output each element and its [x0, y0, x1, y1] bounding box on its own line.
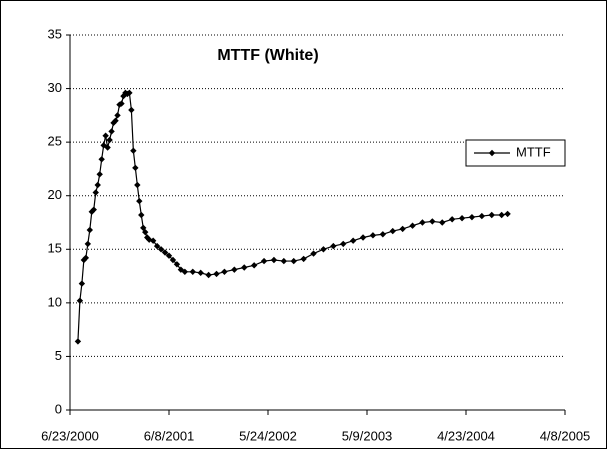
- data-point: [74, 338, 82, 345]
- data-point: [205, 271, 212, 279]
- data-point: [112, 117, 119, 124]
- data-point: [498, 211, 505, 219]
- data-point: [140, 224, 147, 232]
- data-point: [96, 171, 103, 178]
- data-point: [153, 242, 161, 250]
- data-point: [488, 211, 495, 219]
- data-point: [458, 215, 466, 222]
- data-point: [108, 128, 115, 135]
- x-tick-label: 5/24/2002: [239, 428, 297, 443]
- data-point: [149, 237, 157, 244]
- data-point: [86, 226, 93, 234]
- data-point: [90, 206, 97, 213]
- y-tick-label: 15: [48, 241, 62, 256]
- data-point: [82, 254, 90, 262]
- data-point: [213, 270, 220, 278]
- data-point: [104, 144, 111, 151]
- data-point: [369, 232, 377, 239]
- y-tick-label: 20: [48, 187, 62, 202]
- data-point: [197, 269, 204, 277]
- data-point: [126, 89, 133, 97]
- data-point: [399, 225, 406, 233]
- data-point: [88, 208, 95, 215]
- data-point: [419, 219, 426, 226]
- x-tick-label: 6/23/2000: [41, 428, 99, 443]
- data-point: [379, 231, 387, 238]
- data-point: [114, 112, 121, 119]
- data-point: [132, 164, 139, 172]
- data-point: [241, 264, 248, 271]
- data-point: [92, 189, 99, 196]
- data-point: [300, 255, 307, 263]
- x-tick-label: 4/23/2004: [437, 428, 495, 443]
- data-point: [359, 234, 367, 241]
- data-point: [169, 256, 177, 264]
- legend-marker: [488, 149, 496, 157]
- data-point: [106, 136, 113, 144]
- x-tick-label: 4/8/2005: [540, 428, 591, 443]
- data-point: [409, 222, 416, 229]
- data-point: [118, 100, 125, 107]
- data-point: [429, 218, 436, 225]
- data-point: [448, 216, 456, 223]
- data-point: [78, 280, 86, 287]
- y-tick-label: 30: [48, 80, 62, 95]
- y-tick-label: 0: [55, 401, 62, 416]
- data-point: [136, 197, 143, 205]
- data-point: [130, 147, 137, 154]
- data-point: [100, 142, 107, 149]
- y-tick-label: 35: [48, 26, 62, 41]
- chart-title: MTTF (White): [217, 47, 318, 64]
- data-point: [340, 240, 347, 248]
- data-point: [439, 219, 446, 226]
- data-point: [280, 257, 288, 265]
- data-point: [98, 156, 105, 163]
- data-point: [173, 261, 181, 268]
- data-point: [142, 228, 149, 236]
- data-point: [330, 242, 337, 250]
- data-point: [102, 132, 109, 139]
- data-point: [250, 262, 258, 269]
- data-point: [138, 211, 145, 219]
- data-point: [310, 250, 317, 257]
- data-point: [94, 181, 101, 189]
- y-tick-label: 10: [48, 294, 62, 309]
- data-point: [189, 268, 196, 275]
- legend-label: MTTF: [516, 144, 551, 159]
- data-point: [270, 256, 278, 264]
- data-point: [389, 227, 396, 235]
- data-point: [128, 106, 135, 114]
- data-point: [76, 297, 84, 304]
- data-point: [134, 181, 141, 189]
- data-point: [181, 268, 189, 275]
- data-point: [260, 257, 268, 265]
- data-point: [110, 119, 117, 127]
- data-point: [161, 249, 169, 256]
- y-tick-label: 25: [48, 134, 62, 149]
- data-point: [221, 268, 228, 275]
- x-tick-label: 5/9/2003: [342, 428, 393, 443]
- data-point: [504, 210, 511, 218]
- data-point: [120, 92, 127, 100]
- data-point: [468, 213, 476, 221]
- data-point: [84, 240, 92, 248]
- y-tick-label: 5: [55, 348, 62, 363]
- x-tick-label: 6/8/2001: [144, 428, 195, 443]
- data-point: [231, 266, 238, 273]
- data-point: [144, 234, 151, 241]
- data-point: [478, 212, 486, 220]
- data-point: [165, 252, 173, 259]
- data-point: [290, 257, 297, 265]
- data-point: [349, 237, 357, 244]
- data-point: [320, 246, 327, 253]
- data-point: [157, 246, 165, 253]
